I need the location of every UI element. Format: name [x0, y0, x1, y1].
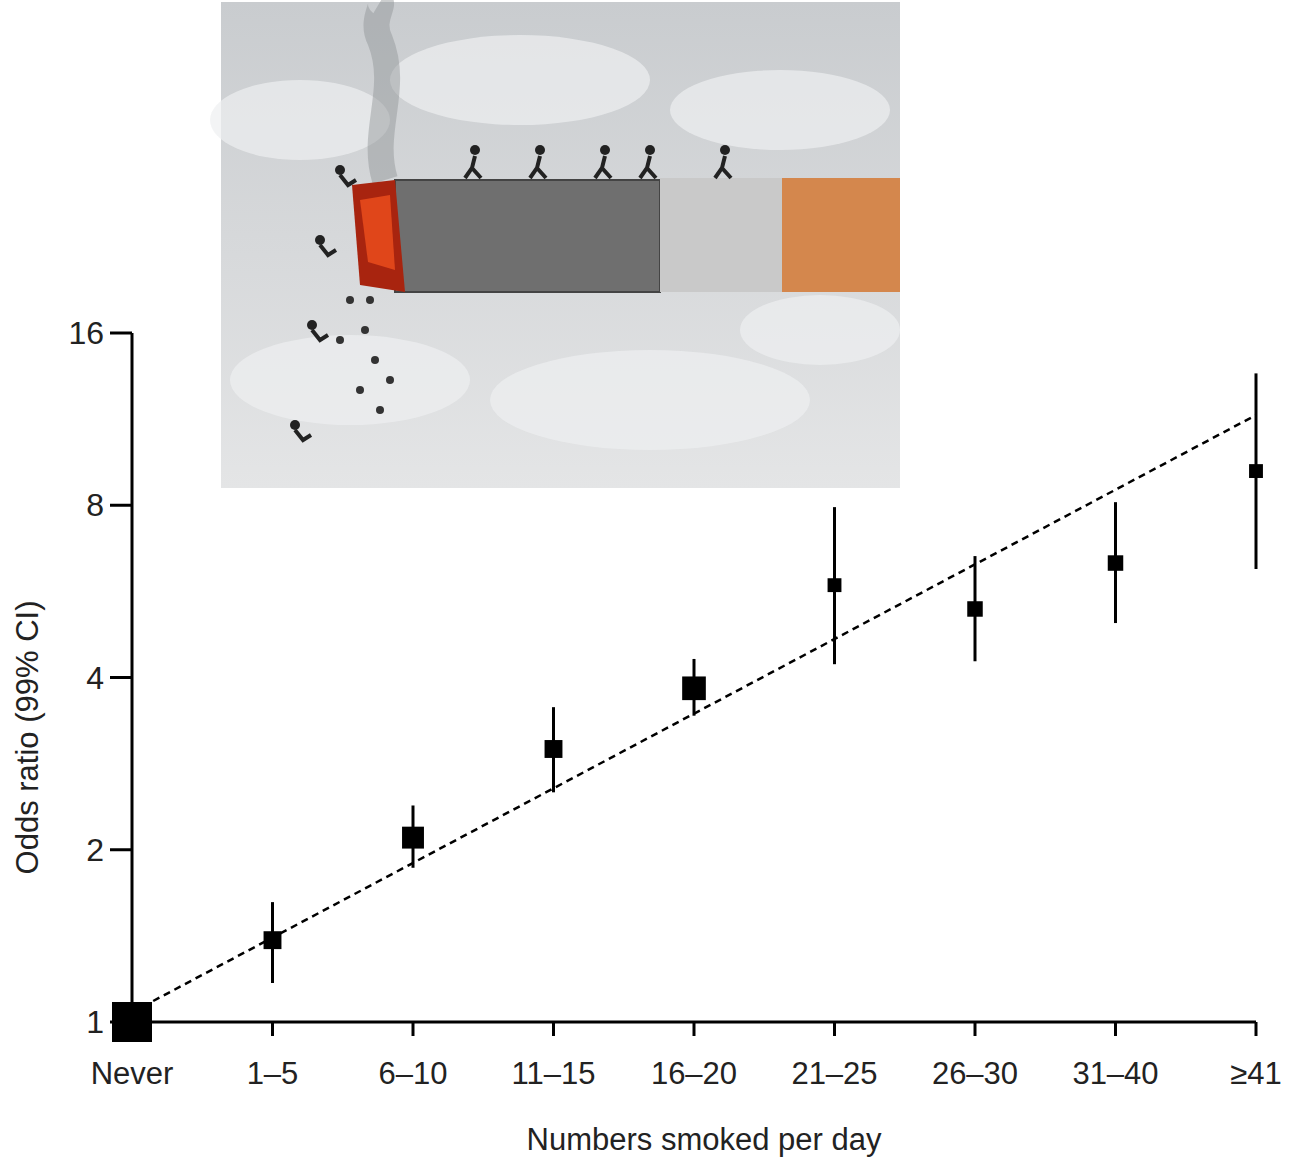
smoke — [376, 2, 387, 180]
y-tick — [110, 504, 132, 507]
y-tick-label: 2 — [86, 832, 104, 868]
figure-head — [535, 145, 545, 155]
cloud — [230, 335, 470, 425]
ash-debris — [371, 356, 379, 364]
figure-head — [470, 145, 480, 155]
figure-head — [335, 165, 345, 175]
x-tick-label: 21–25 — [791, 1056, 877, 1091]
ash-debris — [366, 296, 374, 304]
x-tick-label: 6–10 — [379, 1056, 448, 1091]
y-tick — [110, 848, 132, 851]
cigarette-ash — [395, 180, 660, 292]
cloud — [490, 350, 810, 450]
ash-debris — [356, 386, 364, 394]
ash-debris — [376, 406, 384, 414]
x-tick — [552, 1022, 555, 1036]
figure-head — [720, 145, 730, 155]
figure-head — [307, 320, 317, 330]
point-marker — [264, 931, 282, 949]
figure-body — [320, 245, 336, 255]
x-tick-label: 31–40 — [1072, 1056, 1158, 1091]
point-marker — [828, 578, 842, 592]
point-marker — [1249, 464, 1263, 478]
cloud — [210, 80, 390, 160]
y-tick — [110, 676, 132, 679]
cloud — [740, 295, 900, 365]
chart: 1 2 4 8 16 Never 1–5 6–10 11–15 16–20 21–25 26–30 31… — [0, 0, 1293, 1162]
cigarette-paper — [660, 178, 782, 292]
ash-debris — [336, 336, 344, 344]
inset-illustration — [210, 2, 900, 488]
x-tick-label: 16–20 — [651, 1056, 737, 1091]
figure-body — [465, 156, 481, 178]
point-marker — [545, 740, 563, 758]
point-marker — [1108, 555, 1123, 570]
x-tick-label: 26–30 — [932, 1056, 1018, 1091]
trend-line — [132, 415, 1256, 1012]
figure-body — [340, 175, 356, 185]
inset-background — [221, 2, 900, 488]
ember — [352, 180, 405, 292]
cloud — [670, 70, 890, 150]
point-marker — [112, 1002, 152, 1042]
cloud — [390, 35, 650, 125]
cigarette-filter — [782, 178, 900, 292]
figure-head — [290, 420, 300, 430]
figure-body — [595, 156, 611, 178]
y-tick-label: 1 — [86, 1004, 104, 1040]
y-axis-title: Odds ratio (99% CI) — [10, 601, 45, 875]
figure-body — [715, 156, 731, 178]
point-marker — [682, 676, 706, 700]
x-tick — [974, 1022, 977, 1036]
cigarette-ash-edge — [395, 180, 660, 292]
point-marker — [402, 827, 424, 849]
ash-debris — [361, 326, 369, 334]
y-tick-label: 8 — [86, 487, 104, 523]
x-tick-label: 1–5 — [247, 1056, 299, 1091]
x-axis-title: Numbers smoked per day — [527, 1122, 882, 1157]
figure-head — [645, 145, 655, 155]
figure-head — [600, 145, 610, 155]
x-tick-label: ≥41 — [1230, 1056, 1282, 1091]
y-tick — [110, 332, 132, 335]
y-tick-label: 4 — [86, 660, 104, 696]
x-tick — [1114, 1022, 1117, 1036]
x-tick — [1255, 1022, 1258, 1036]
y-tick-label: 16 — [68, 315, 104, 351]
figure-head — [315, 235, 325, 245]
x-tick — [833, 1022, 836, 1036]
x-tick — [693, 1022, 696, 1036]
figure-body — [640, 156, 656, 178]
ash-debris — [386, 376, 394, 384]
x-tick — [271, 1022, 274, 1036]
figure-body — [312, 330, 328, 340]
x-tick-label: 11–15 — [512, 1056, 596, 1091]
x-tick-label: Never — [91, 1056, 174, 1091]
x-tick — [412, 1022, 415, 1036]
point-marker — [967, 601, 982, 616]
figure-body — [295, 430, 311, 440]
figure-body — [530, 156, 546, 178]
ash-debris — [346, 296, 354, 304]
ember-glow — [360, 195, 395, 270]
